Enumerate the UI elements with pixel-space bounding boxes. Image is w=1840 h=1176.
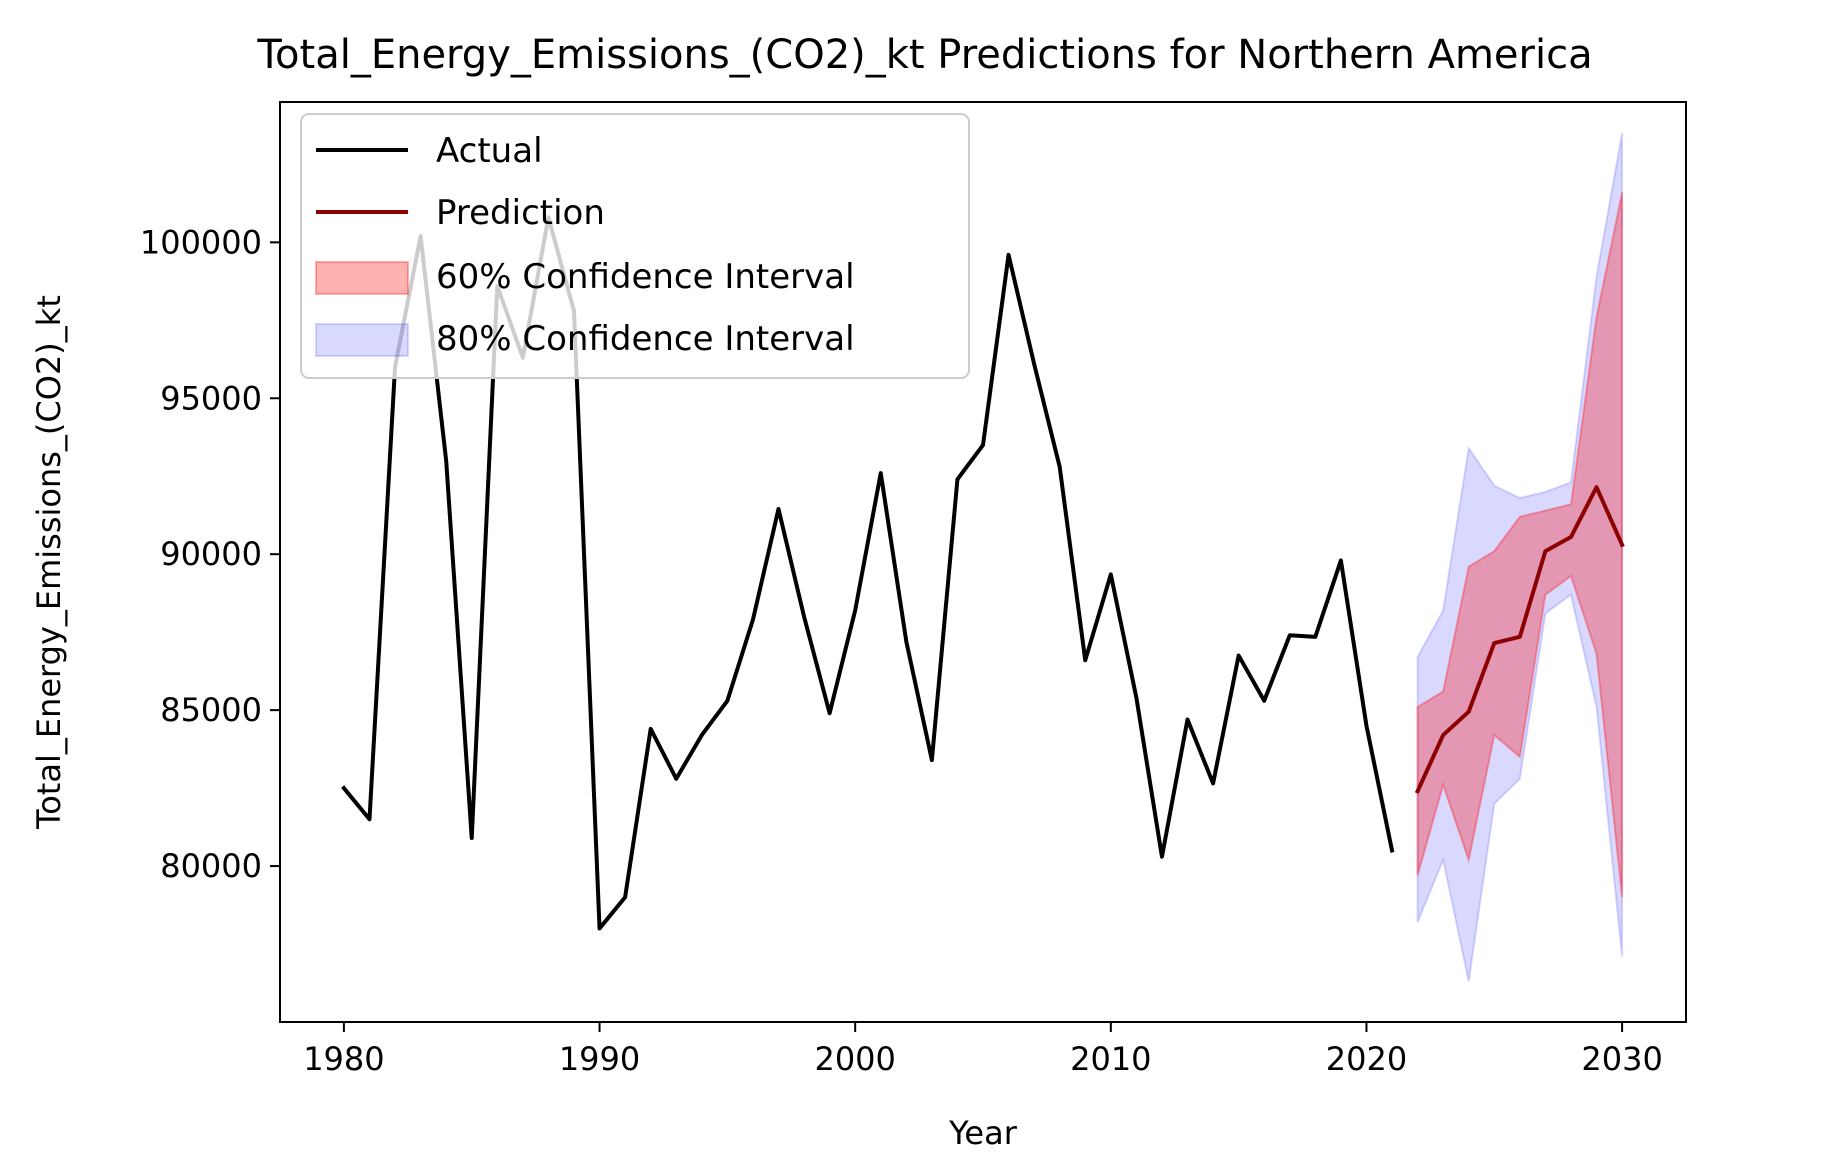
y-tick-label: 80000 <box>160 847 262 885</box>
prediction-line <box>1414 485 1625 794</box>
legend-label-ci80: 80% Confidence Interval <box>436 319 855 359</box>
y-tick-label: 85000 <box>160 691 262 729</box>
legend-swatch-ci80 <box>315 323 409 357</box>
legend-box <box>300 113 970 379</box>
ci80-band <box>1416 133 1624 982</box>
y-tick-label: 95000 <box>160 379 262 417</box>
x-tick-label: 2010 <box>1070 1040 1151 1078</box>
chart-title: Total_Energy_Emissions_(CO2)_kt Predicti… <box>256 32 1592 78</box>
x-tick-label: 2000 <box>814 1040 895 1078</box>
x-tick-label: 1990 <box>559 1040 640 1078</box>
x-tick-label: 1980 <box>303 1040 384 1078</box>
axes-frame <box>279 101 1687 1023</box>
y-tick-label: 90000 <box>160 535 262 573</box>
legend-swatch-ci60 <box>315 261 409 295</box>
x-tick-label: 2020 <box>1326 1040 1407 1078</box>
ci60-band <box>1416 192 1624 898</box>
y-axis-label: Total_Energy_Emissions_(CO2)_kt <box>30 295 68 830</box>
y-axis: 80000 85000 90000 95000 100000 <box>140 223 280 885</box>
legend-label-ci60: 60% Confidence Interval <box>436 257 855 297</box>
legend-label-prediction: Prediction <box>436 193 605 233</box>
legend: Actual Prediction 60% Confidence Interva… <box>300 113 970 379</box>
x-tick-label: 2030 <box>1581 1040 1662 1078</box>
x-axis: 1980 1990 2000 2010 2020 2030 <box>303 1022 1663 1078</box>
y-tick-label: 100000 <box>140 223 262 261</box>
x-axis-label: Year <box>948 1114 1018 1152</box>
legend-label-actual: Actual <box>436 131 543 171</box>
